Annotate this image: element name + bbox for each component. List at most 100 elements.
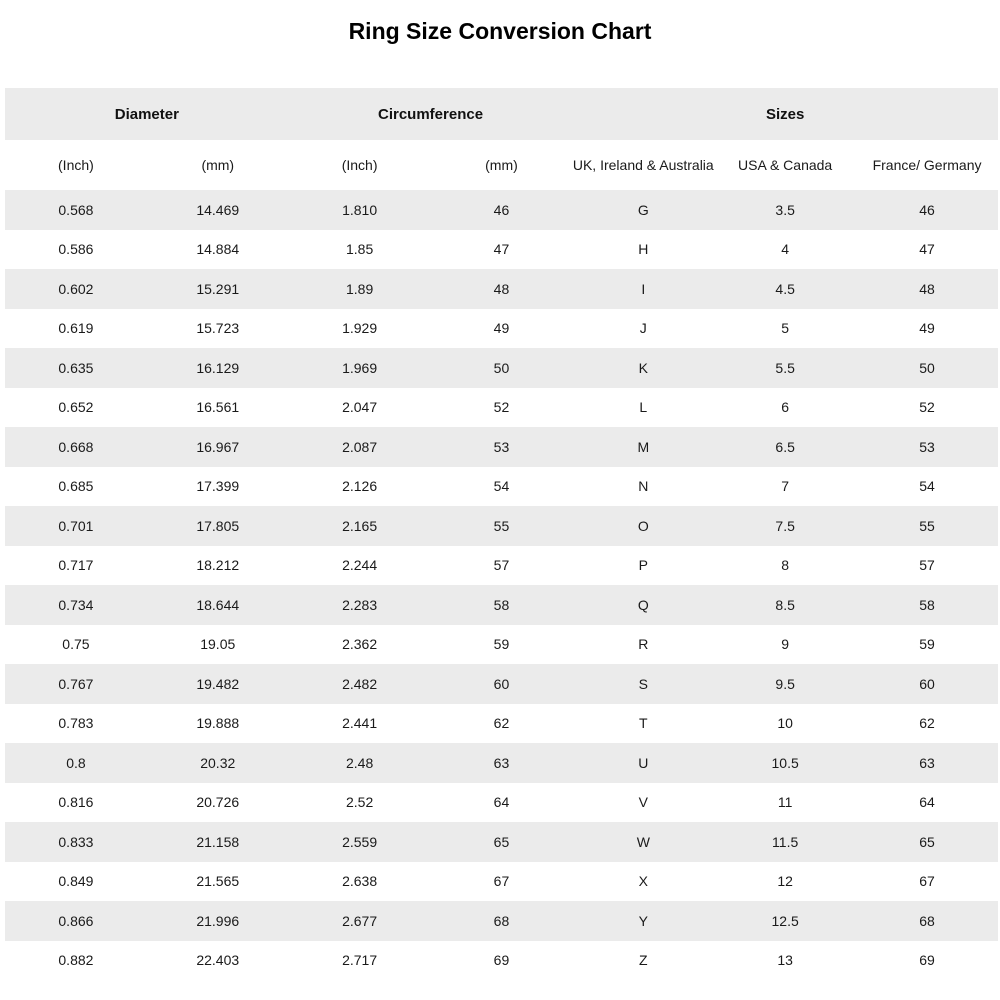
table-row: 0.849 21.565 2.638 67 X 12 67 <box>5 861 998 901</box>
table-row: 0.586 14.884 1.85 47 H 4 47 <box>5 229 998 269</box>
table-cell: 17.399 <box>196 478 240 495</box>
table-cell: 3.5 <box>775 201 795 218</box>
table-cell: 12.5 <box>771 912 799 929</box>
column-header-circumference-inch: (Inch) <box>341 156 378 173</box>
table-cell: 50 <box>493 359 510 376</box>
table-cell: 0.816 <box>58 794 94 811</box>
table-cell: 0.783 <box>58 715 94 732</box>
table-cell: 19.482 <box>196 675 240 692</box>
group-header-diameter: Diameter <box>114 105 179 123</box>
table-cell: 69 <box>493 952 510 969</box>
table-cell: 5 <box>781 320 790 337</box>
table-cell: 68 <box>919 912 935 929</box>
table-cell: 48 <box>919 280 935 297</box>
table-cell: 19.05 <box>200 636 236 653</box>
table-cell: 47 <box>493 241 510 258</box>
table-cell: 12 <box>777 873 793 890</box>
table-cell: 0.717 <box>58 557 94 574</box>
table-cell: 60 <box>493 675 510 692</box>
table-cell: 21.996 <box>196 912 240 929</box>
table-cell: 1.929 <box>342 320 378 337</box>
table-cell: 64 <box>919 794 935 811</box>
table-cell: 57 <box>493 557 510 574</box>
table-row: 0.602 15.291 1.89 48 I 4.5 48 <box>5 269 998 309</box>
table-row: 0.568 14.469 1.810 46 G 3.5 46 <box>5 190 998 230</box>
table-cell: S <box>638 675 648 692</box>
table-row: 0.783 19.888 2.441 62 T 10 62 <box>5 703 998 743</box>
table-cell: 49 <box>919 320 935 337</box>
table-cell: 4.5 <box>775 280 795 297</box>
table-cell: 2.52 <box>345 794 374 811</box>
table-row: 0.8 20.32 2.48 63 U 10.5 63 <box>5 743 998 783</box>
table-row: 0.75 19.05 2.362 59 R 9 59 <box>5 624 998 664</box>
table-cell: 2.638 <box>342 873 378 890</box>
table-row: 0.767 19.482 2.482 60 S 9.5 60 <box>5 664 998 704</box>
table-cell: W <box>636 833 650 850</box>
table-cell: 11.5 <box>772 833 799 850</box>
table-cell: 22.403 <box>196 952 240 969</box>
table-cell: 50 <box>919 359 935 376</box>
column-header-usa-canada: USA & Canada <box>738 156 833 173</box>
table-cell: 0.701 <box>58 517 94 534</box>
group-header-row: Diameter Circumference Sizes <box>5 88 998 140</box>
table-cell: 14.469 <box>196 201 240 218</box>
table-cell: 19.888 <box>196 715 240 732</box>
table-cell: 69 <box>919 952 935 969</box>
table-cell: 17.805 <box>196 517 240 534</box>
table-cell: 0.685 <box>58 478 94 495</box>
table-cell: 8.5 <box>775 596 795 613</box>
table-cell: G <box>637 201 649 218</box>
table-row: 0.668 16.967 2.087 53 M 6.5 53 <box>5 427 998 467</box>
column-header-uk-ireland-australia: UK, Ireland & Australia <box>572 156 714 173</box>
table-cell: 15.723 <box>196 320 240 337</box>
ring-size-conversion-table: Diameter Circumference Sizes (Inch) (mm)… <box>5 88 998 980</box>
table-cell: 67 <box>493 873 510 890</box>
table-cell: N <box>638 478 649 495</box>
table-cell: 11 <box>777 794 793 811</box>
table-cell: 52 <box>919 399 935 416</box>
table-cell: 46 <box>493 201 510 218</box>
table-cell: 14.884 <box>196 241 240 258</box>
table-cell: 68 <box>493 912 510 929</box>
table-row: 0.701 17.805 2.165 55 O 7.5 55 <box>5 506 998 546</box>
column-header-diameter-inch: (Inch) <box>58 156 94 173</box>
table-row: 0.635 16.129 1.969 50 K 5.5 50 <box>5 348 998 388</box>
page-title: Ring Size Conversion Chart <box>348 18 652 44</box>
table-cell: 6.5 <box>775 438 795 455</box>
table-cell: 0.668 <box>58 438 94 455</box>
column-header-france-germany: France/ Germany <box>872 156 982 173</box>
table-cell: 0.619 <box>58 320 94 337</box>
table-cell: V <box>638 794 648 811</box>
table-cell: 15.291 <box>196 280 240 297</box>
table-cell: 0.652 <box>58 399 94 416</box>
table-cell: 55 <box>493 517 510 534</box>
table-cell: 0.586 <box>58 241 94 258</box>
table-cell: 20.726 <box>196 794 240 811</box>
table-cell: 1.85 <box>345 241 374 258</box>
table-cell: 0.767 <box>58 675 94 692</box>
table-cell: 16.561 <box>196 399 240 416</box>
table-cell: 2.48 <box>345 754 374 771</box>
table-cell: 2.717 <box>342 952 378 969</box>
table-cell: 13 <box>777 952 793 969</box>
table-cell: 21.565 <box>196 873 240 890</box>
table-row: 0.866 21.996 2.677 68 Y 12.5 68 <box>5 901 998 941</box>
table-cell: 4 <box>781 241 790 258</box>
table-cell: P <box>638 557 648 574</box>
table-cell: M <box>637 438 650 455</box>
table-cell: X <box>638 873 648 890</box>
table-cell: 52 <box>493 399 510 416</box>
table-cell: 60 <box>919 675 935 692</box>
table-cell: 1.969 <box>342 359 378 376</box>
group-header-sizes: Sizes <box>766 105 805 123</box>
table-cell: U <box>638 754 649 771</box>
column-header-diameter-mm: (mm) <box>201 156 235 173</box>
table-cell: 2.677 <box>342 912 378 929</box>
table-cell: 57 <box>919 557 935 574</box>
table-cell: 16.129 <box>196 359 240 376</box>
table-row: 0.685 17.399 2.126 54 N 7 54 <box>5 466 998 506</box>
table-row: 0.734 18.644 2.283 58 Q 8.5 58 <box>5 585 998 625</box>
table-cell: 47 <box>919 241 935 258</box>
table-cell: Q <box>637 596 649 613</box>
table-cell: Y <box>638 912 648 929</box>
